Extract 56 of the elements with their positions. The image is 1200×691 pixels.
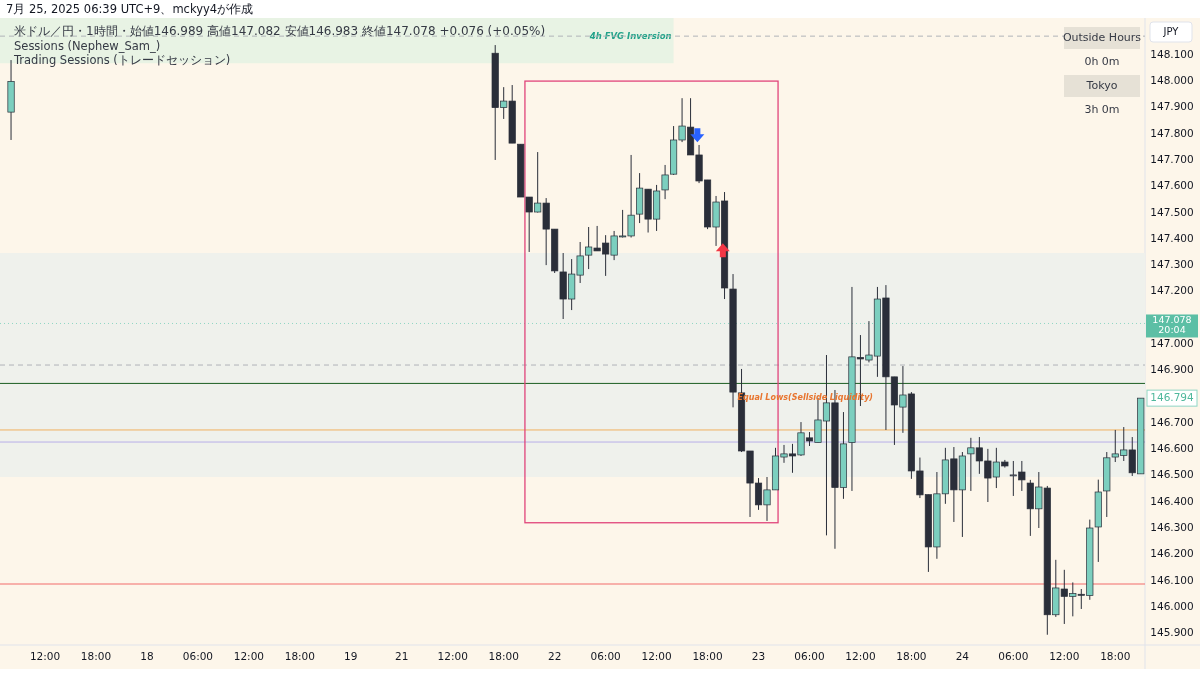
y-axis-title: JPY bbox=[1162, 26, 1180, 37]
y-tick-label: 148.000 bbox=[1150, 74, 1194, 87]
x-tick-label: 19 bbox=[344, 650, 358, 662]
y-tick-label: 147.900 bbox=[1150, 100, 1194, 113]
y-tick-label: 146.300 bbox=[1150, 521, 1194, 534]
annotation: 0h 0m bbox=[1084, 55, 1120, 68]
x-tick-label: 12:00 bbox=[29, 650, 61, 662]
y-tick-label: 147.400 bbox=[1150, 231, 1194, 244]
x-tick-label: 24 bbox=[955, 650, 970, 662]
x-tick-label: 06:00 bbox=[998, 650, 1029, 662]
text: 米ドル／円・1時間・始値146.989 高値147.082 安値146.983 終値147.078 +0.076 (+0.05%) bbox=[14, 23, 546, 38]
annotation: Outside Hours bbox=[1062, 31, 1142, 44]
y-tick-label: 147.700 bbox=[1150, 152, 1194, 165]
y-tick-label: 146.400 bbox=[1150, 494, 1194, 507]
y-tick-label: 145.900 bbox=[1150, 626, 1194, 639]
x-tick-label: 22 bbox=[547, 650, 562, 662]
y-tick-label: 146.100 bbox=[1150, 573, 1194, 586]
x-tick-label: 12:00 bbox=[641, 650, 672, 662]
x-tick-label: 12:00 bbox=[233, 650, 265, 662]
x-tick-label: 06:00 bbox=[794, 650, 825, 662]
x-tick-label: 18:00 bbox=[80, 650, 112, 662]
y-tick-label: 147.600 bbox=[1150, 179, 1194, 192]
x-tick-label: 18:00 bbox=[692, 650, 723, 662]
x-tick-label: 12:00 bbox=[845, 650, 876, 662]
x-tick-label: 21 bbox=[395, 650, 409, 662]
y-tick-label: 148.100 bbox=[1150, 47, 1194, 60]
y-tick-label: 146.000 bbox=[1150, 599, 1194, 612]
y-tick-label: 146.900 bbox=[1150, 363, 1194, 376]
x-tick-label: 06:00 bbox=[182, 650, 214, 662]
x-tick-label: 12:00 bbox=[1049, 650, 1080, 662]
x-tick-label: 23 bbox=[751, 650, 766, 662]
x-tick-label: 12:00 bbox=[437, 650, 468, 662]
annotation: 3h 0m bbox=[1084, 103, 1120, 116]
annotation: Tokyo bbox=[1085, 79, 1118, 92]
annotation: Sessions (Nephew_Sam_) bbox=[14, 38, 161, 53]
y-tick-label: 147.300 bbox=[1150, 258, 1194, 271]
x-tick-label: 18:00 bbox=[896, 650, 927, 662]
text: 147.078 bbox=[1152, 313, 1192, 325]
text: 20:04 bbox=[1158, 323, 1186, 335]
x-tick-label: 18 bbox=[140, 650, 154, 662]
text: 7月 25, 2025 06:39 UTC+9、mckyy4が作成 bbox=[6, 1, 254, 16]
x-tick-label: 18:00 bbox=[488, 650, 519, 662]
y-tick-label: 146.600 bbox=[1150, 442, 1194, 455]
y-tick-label: 146.200 bbox=[1150, 547, 1194, 560]
y-tick-label: 147.000 bbox=[1150, 336, 1194, 349]
text: 146.794 bbox=[1150, 391, 1195, 404]
y-tick-label: 147.800 bbox=[1150, 126, 1194, 139]
y-tick-label: 146.700 bbox=[1150, 415, 1194, 428]
band-label: 4h FVG Inversion bbox=[588, 30, 672, 41]
y-tick-label: 147.200 bbox=[1150, 284, 1194, 297]
y-tick-label: 146.500 bbox=[1150, 468, 1194, 481]
annotation: Trading Sessions (トレードセッション) bbox=[13, 52, 231, 67]
y-tick-label: 147.500 bbox=[1150, 205, 1194, 218]
x-tick-label: 18:00 bbox=[1100, 650, 1131, 662]
x-tick-label: 18:00 bbox=[284, 650, 315, 662]
x-tick-label: 06:00 bbox=[590, 650, 621, 662]
